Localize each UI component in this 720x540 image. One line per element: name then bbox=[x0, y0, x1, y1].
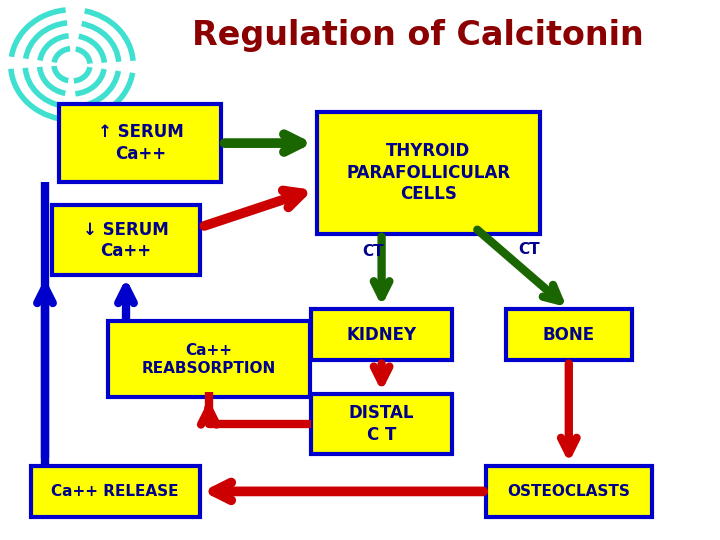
FancyBboxPatch shape bbox=[31, 465, 199, 517]
FancyBboxPatch shape bbox=[311, 309, 452, 361]
FancyBboxPatch shape bbox=[60, 104, 222, 183]
Text: ↓ SERUM
Ca++: ↓ SERUM Ca++ bbox=[83, 220, 169, 260]
Text: Regulation of Calcitonin: Regulation of Calcitonin bbox=[192, 18, 644, 52]
Text: KIDNEY: KIDNEY bbox=[346, 326, 417, 344]
FancyBboxPatch shape bbox=[108, 321, 310, 397]
FancyBboxPatch shape bbox=[52, 205, 199, 275]
FancyBboxPatch shape bbox=[486, 465, 652, 517]
Text: ↑ SERUM
Ca++: ↑ SERUM Ca++ bbox=[97, 123, 184, 163]
Text: CT: CT bbox=[518, 242, 540, 257]
Text: DISTAL
C T: DISTAL C T bbox=[349, 404, 414, 444]
Text: Ca++
REABSORPTION: Ca++ REABSORPTION bbox=[142, 342, 276, 376]
FancyBboxPatch shape bbox=[505, 309, 632, 361]
Text: Ca++ RELEASE: Ca++ RELEASE bbox=[51, 484, 179, 499]
FancyBboxPatch shape bbox=[317, 112, 540, 233]
Text: BONE: BONE bbox=[543, 326, 595, 344]
FancyBboxPatch shape bbox=[311, 394, 452, 454]
Text: OSTEOCLASTS: OSTEOCLASTS bbox=[508, 484, 630, 499]
Text: THYROID
PARAFOLLICULAR
CELLS: THYROID PARAFOLLICULAR CELLS bbox=[346, 143, 510, 203]
Text: CT: CT bbox=[362, 245, 384, 260]
